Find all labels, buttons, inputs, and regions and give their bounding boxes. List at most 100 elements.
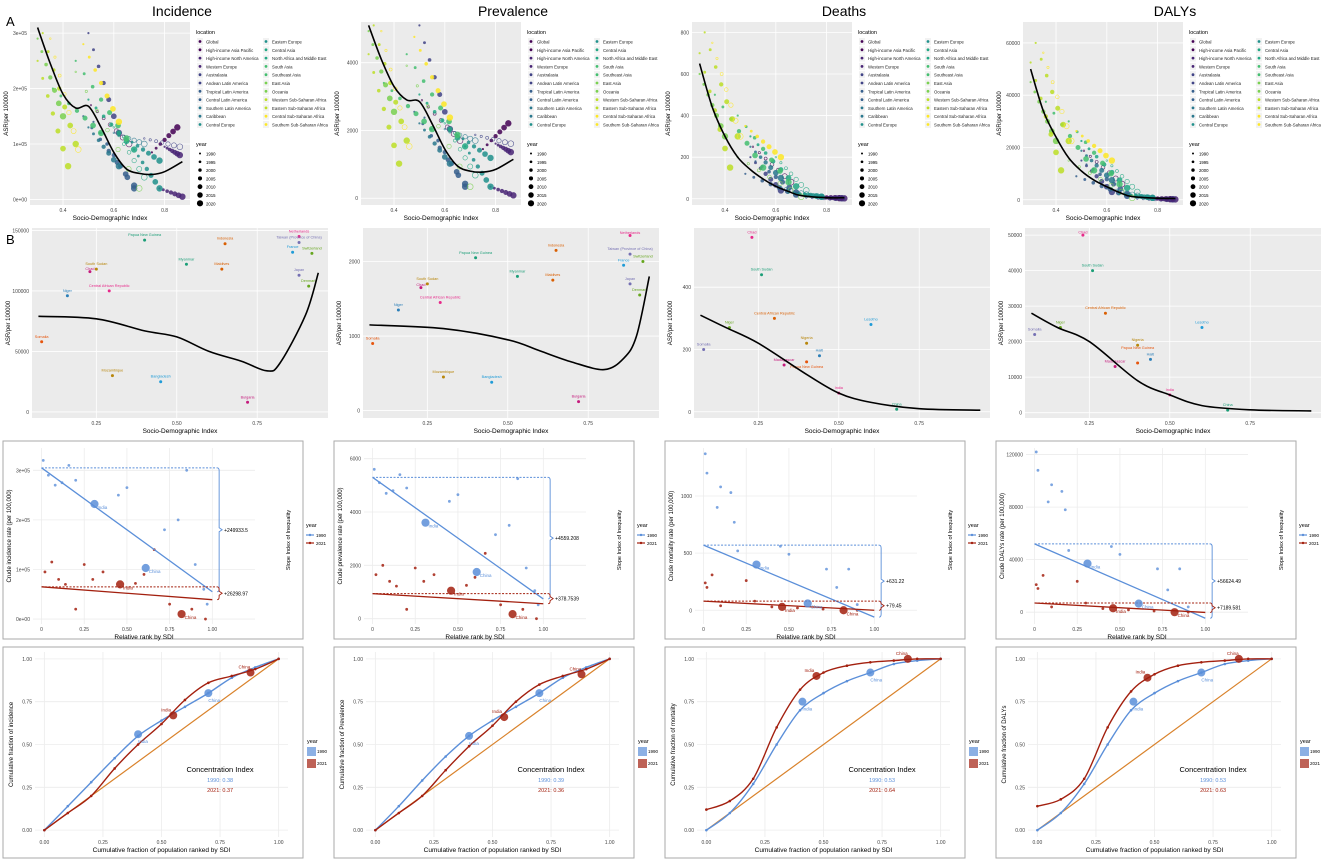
region-point: [427, 58, 432, 62]
region-point: [406, 143, 413, 150]
y-tick-label: 1.00: [684, 657, 694, 663]
x-tick-label: 0.50: [784, 627, 794, 633]
region-point: [383, 82, 389, 88]
x-axis-label: Socio-Demographic Index: [1066, 215, 1142, 222]
y-axis-label: Cumulative fraction of Prevalence: [340, 699, 346, 789]
curve-point-2021: [1200, 660, 1203, 664]
region-point: [763, 160, 768, 165]
point-2021: [1152, 609, 1156, 613]
legend-marker-icon: [198, 73, 202, 77]
legend-year-label: 2005: [206, 176, 216, 181]
legend-location-label: Caribbean: [868, 114, 888, 119]
curve-point-2021: [1059, 798, 1063, 801]
region-point: [755, 134, 759, 139]
legend-size-marker-icon: [528, 184, 534, 190]
plot-background: [33, 448, 255, 624]
country-label: Bulgaria: [572, 395, 587, 399]
region-point: [1080, 149, 1083, 152]
region-point: [494, 142, 497, 145]
legend-title: year: [1300, 739, 1311, 745]
region-point: [772, 149, 778, 155]
legend-year-label: 2021: [647, 541, 658, 546]
legend-location-label: Central Sub-Saharan Africa: [603, 114, 656, 119]
region-point: [744, 172, 747, 175]
column-titles: Incidence Prevalence Deaths DALYs: [152, 3, 1196, 19]
country-label: Nigeria: [801, 336, 814, 340]
curve-point-2021: [751, 777, 755, 781]
curve-point-1990: [892, 662, 896, 666]
legend-year-label: 1995: [1199, 160, 1209, 165]
country-point: [291, 250, 295, 254]
region-point: [415, 84, 419, 88]
country-point: [490, 380, 494, 384]
y-tick-label: 2000: [347, 128, 358, 134]
legend-location-label: Southern Sub-Saharan Africa: [272, 123, 329, 128]
country-point: [65, 294, 69, 298]
panel-a-deaths: 0.4 0.6 0.8 0 200 400 600 800 Socio-Demographic …: [666, 22, 991, 222]
point-label: India: [1116, 609, 1126, 614]
x-axis-label: Cumulative fraction of population ranked…: [755, 847, 893, 854]
point-label: India: [454, 592, 464, 597]
x-tick-label: 0.50: [834, 421, 844, 427]
region-point: [462, 155, 468, 161]
region-point: [107, 110, 113, 116]
region-point: [737, 133, 744, 140]
panel-a-dalys: 0.4 0.6 0.8 0 20000 40000 60000 Socio-Demograph…: [997, 22, 1322, 222]
country-point: [1091, 269, 1095, 273]
point-2021: [74, 607, 78, 611]
region-point: [95, 108, 99, 113]
legend-size-marker-icon: [1191, 168, 1195, 172]
legend-location-label: Andean Latin America: [537, 81, 580, 86]
x-tick-label: 0.75: [877, 840, 887, 846]
legend-point-icon: [970, 541, 974, 545]
legend-title: year: [306, 523, 317, 529]
sii-brace-2021: [1210, 602, 1216, 613]
legend-year-label: 1990: [316, 533, 327, 538]
curve-point-2021: [1176, 664, 1180, 668]
region-point: [1087, 147, 1091, 151]
region-point: [87, 31, 90, 35]
region-point: [1089, 158, 1094, 163]
region-point: [144, 166, 149, 172]
point-2021: [744, 579, 748, 582]
region-point: [1075, 144, 1081, 150]
region-point: [423, 116, 426, 119]
legend-marker-icon: [198, 56, 202, 60]
legend-marker-icon: [264, 56, 268, 60]
region-point: [1039, 57, 1043, 61]
x-tick-label: 0.00: [371, 840, 381, 846]
legend-location-label: Eastern Sub-Saharan Africa: [603, 106, 657, 111]
point-label: India: [1090, 565, 1100, 570]
smooth-fit-line: [38, 272, 320, 372]
legend-location-label: High-income North America: [868, 56, 921, 61]
region-point: [728, 102, 734, 108]
point-1990: [46, 473, 50, 477]
panel-d-dalys: 0.00 0.25 0.50 0.75 1.00 0.00 0.25 0.50 0.75 1.00…: [995, 646, 1321, 859]
curve-point-2021: [183, 698, 187, 702]
point-label: China: [539, 698, 551, 703]
curve-point-2021: [43, 828, 46, 832]
y-tick-label: 20000: [1008, 340, 1022, 346]
plot-background: [695, 448, 917, 624]
x-tick-label: 0: [702, 627, 705, 633]
legend-marker-icon: [926, 40, 930, 43]
region-point: [752, 175, 756, 179]
legend-location-label: North Africa and Middle East: [1265, 56, 1320, 61]
region-point: [425, 101, 429, 105]
sii-brace-2021: [548, 593, 554, 605]
legend-title: year: [969, 739, 980, 745]
region-point: [777, 168, 783, 174]
concentration-index-1990: 1990: 0.53: [1200, 778, 1226, 784]
curve-point-2021: [160, 722, 163, 726]
legend-marker-icon: [1191, 123, 1195, 126]
curve-point-2021: [1223, 659, 1227, 662]
curve-point-1990: [66, 804, 70, 808]
region-point: [413, 66, 417, 70]
curve-point-2021: [728, 799, 732, 803]
region-point: [67, 122, 74, 129]
country-point: [246, 400, 250, 404]
region-point: [390, 108, 398, 116]
legend-location-label: Central Latin America: [1199, 98, 1241, 103]
plot-background: [1023, 22, 1183, 205]
